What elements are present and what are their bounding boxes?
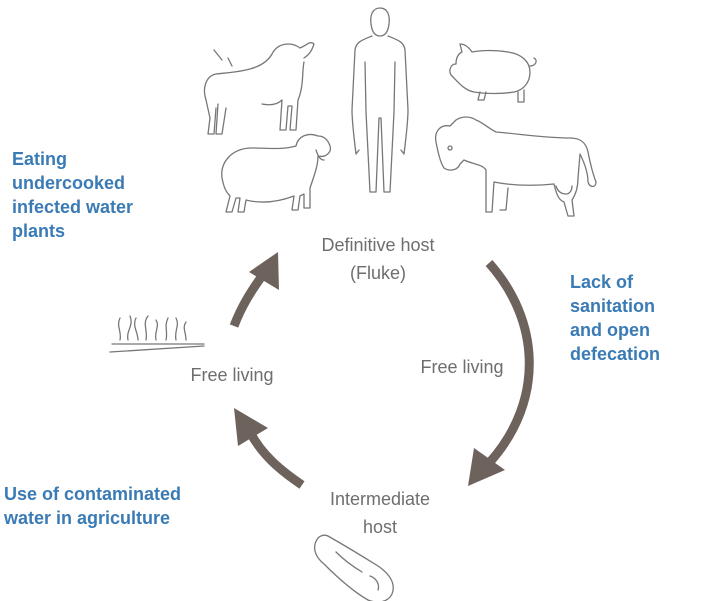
note-line: infected water (12, 197, 133, 217)
note-line: water in agriculture (3, 508, 170, 528)
node-label: host (363, 517, 397, 537)
note-line: undercooked (12, 173, 125, 193)
note-line: Use of contaminated (4, 484, 181, 504)
transmission-note: Lack of sanitation and open defecation (570, 272, 660, 364)
diagram: Definitive host (Fluke) Free living Inte… (0, 0, 707, 601)
node-label: Free living (420, 357, 503, 377)
transmission-note: Use of contaminated water in agriculture (3, 484, 181, 528)
note-line: sanitation (570, 296, 655, 316)
snail-illustration (315, 535, 394, 601)
note-line: Lack of (570, 272, 634, 292)
node-definitive-host: Definitive host (Fluke) (321, 235, 434, 283)
node-label: (Fluke) (350, 263, 406, 283)
note-line: defecation (570, 344, 660, 364)
plants-illustration (110, 316, 204, 352)
node-label: Intermediate (330, 489, 430, 509)
arrow (250, 432, 302, 485)
transmission-note: Eating undercooked infected water plants (12, 149, 133, 241)
node-label: Free living (190, 365, 273, 385)
note-line: plants (12, 221, 65, 241)
node-intermediate-host: Intermediate host (330, 489, 430, 537)
arrow (234, 276, 262, 326)
note-line: Eating (12, 149, 67, 169)
note-line: and open (570, 320, 650, 340)
node-label: Definitive host (321, 235, 434, 255)
definitive-hosts-illustration (204, 8, 596, 216)
